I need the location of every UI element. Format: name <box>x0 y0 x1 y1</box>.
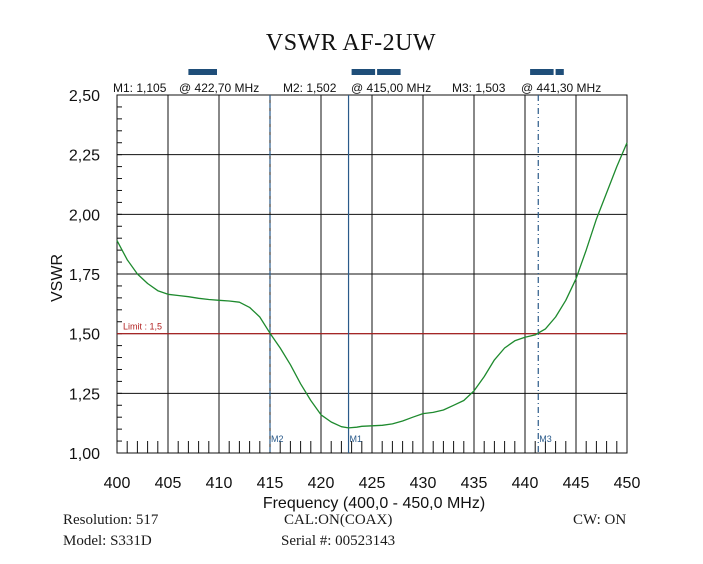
marker-readout-freq-m1: @ 422,70 MHz <box>179 81 259 95</box>
x-tick-label: 420 <box>308 475 335 492</box>
x-tick-label: 400 <box>104 475 131 492</box>
marker-readout-m2: M2: 1,502 <box>283 81 337 95</box>
x-tick-label: 405 <box>155 475 182 492</box>
marker-readout-freq-m3: @ 441,30 MHz <box>521 81 601 95</box>
x-axis-title: Frequency (400,0 - 450,0 MHz) <box>263 495 485 512</box>
y-tick-label: 1,75 <box>69 267 100 284</box>
limit-label: Limit : 1,5 <box>123 322 162 332</box>
marker-readout-m1: M1: 1,105 <box>113 81 167 95</box>
cal-label: CAL:ON(COAX) <box>284 512 393 528</box>
y-tick-label: 1,25 <box>69 386 100 403</box>
serial-label: Serial #: 00523143 <box>281 533 396 549</box>
x-tick-label: 450 <box>614 475 641 492</box>
x-tick-label: 440 <box>512 475 539 492</box>
marker-readout-freq-m2: @ 415,00 MHz <box>351 81 431 95</box>
model-label: Model: S331D <box>63 533 152 549</box>
series-line-vswr <box>116 142 628 429</box>
x-tick-label: 425 <box>359 475 386 492</box>
y-axis-title: VSWR <box>49 254 66 302</box>
x-tick-label: 415 <box>257 475 284 492</box>
band-bar <box>530 69 554 75</box>
x-tick-label: 430 <box>410 475 437 492</box>
chart-title: VSWR AF-2UW <box>266 30 436 56</box>
y-tick-label: 1,00 <box>69 446 100 463</box>
y-tick-label: 2,00 <box>69 207 100 224</box>
band-bar <box>377 69 401 75</box>
band-bar <box>555 69 564 75</box>
band-bar <box>188 69 217 75</box>
marker-readout-m3: M3: 1,503 <box>452 81 506 95</box>
y-tick-label: 2,50 <box>69 88 100 105</box>
marker-tag-m2: M2 <box>271 434 284 444</box>
marker-tag-m1: M1 <box>350 434 363 444</box>
x-tick-label: 435 <box>461 475 488 492</box>
resolution-label: Resolution: 517 <box>63 512 159 528</box>
x-tick-label: 445 <box>563 475 590 492</box>
y-tick-label: 1,50 <box>69 327 100 344</box>
x-tick-label: 410 <box>206 475 233 492</box>
band-bar <box>351 69 376 75</box>
marker-tag-m3: M3 <box>539 434 552 444</box>
vswr-chart: VSWR AF-2UW Limit : 1,5 M1 M2 M3 M1: 1,105 @ 4… <box>49 30 641 512</box>
y-tick-label: 2,25 <box>69 148 100 165</box>
cw-label: CW: ON <box>573 512 627 528</box>
